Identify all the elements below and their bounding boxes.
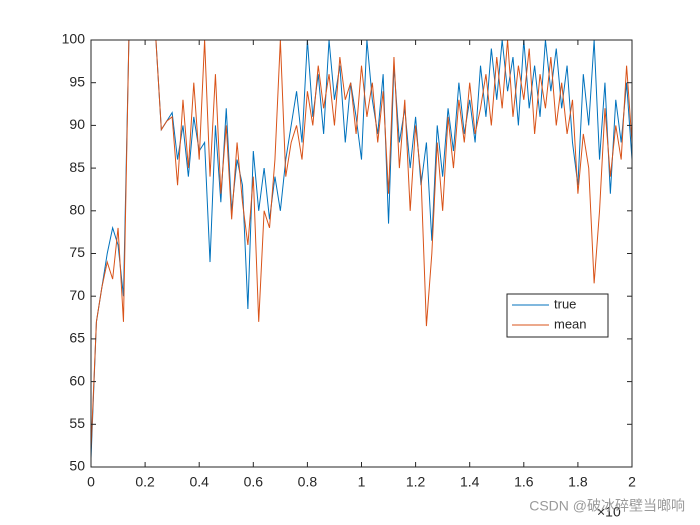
legend-box bbox=[506, 293, 609, 338]
x-tick-label: 1.4 bbox=[460, 474, 480, 490]
data-line bbox=[90, 39, 633, 459]
data-line bbox=[90, 39, 633, 450]
x-tick-label: 1.2 bbox=[406, 474, 426, 490]
x-tick-label: 2 bbox=[628, 474, 636, 490]
x-tick-label: 1 bbox=[358, 474, 366, 490]
y-tick-label: 50 bbox=[69, 458, 85, 474]
watermark: CSDN @破冰碎壁当啷响 bbox=[529, 498, 685, 514]
legend-label: true bbox=[554, 296, 576, 311]
x-tick-label: 0.6 bbox=[244, 474, 264, 490]
legend: true mean bbox=[506, 293, 609, 338]
y-tick-label: 90 bbox=[69, 116, 85, 132]
y-tick-label: 80 bbox=[69, 202, 85, 218]
x-tick-label: 1.8 bbox=[568, 474, 588, 490]
y-tick-label: 100 bbox=[62, 31, 86, 47]
x-tick-label: 0.8 bbox=[298, 474, 318, 490]
x-tick-label: 0.2 bbox=[135, 474, 155, 490]
x-exponent-label: ×10 bbox=[597, 504, 621, 520]
x-tick-label: 0.4 bbox=[189, 474, 209, 490]
legend-label: mean bbox=[554, 316, 587, 331]
y-tick-label: 65 bbox=[69, 330, 85, 346]
y-tick-label: 55 bbox=[69, 415, 85, 431]
x-tick-label: 0 bbox=[87, 474, 95, 490]
y-tick-label: 75 bbox=[69, 244, 85, 260]
x-tick-label: 1.6 bbox=[514, 474, 534, 490]
y-tick-label: 85 bbox=[69, 159, 85, 175]
y-tick-label: 60 bbox=[69, 372, 85, 388]
y-tick-label: 70 bbox=[69, 287, 85, 303]
y-tick-label: 95 bbox=[69, 73, 85, 89]
